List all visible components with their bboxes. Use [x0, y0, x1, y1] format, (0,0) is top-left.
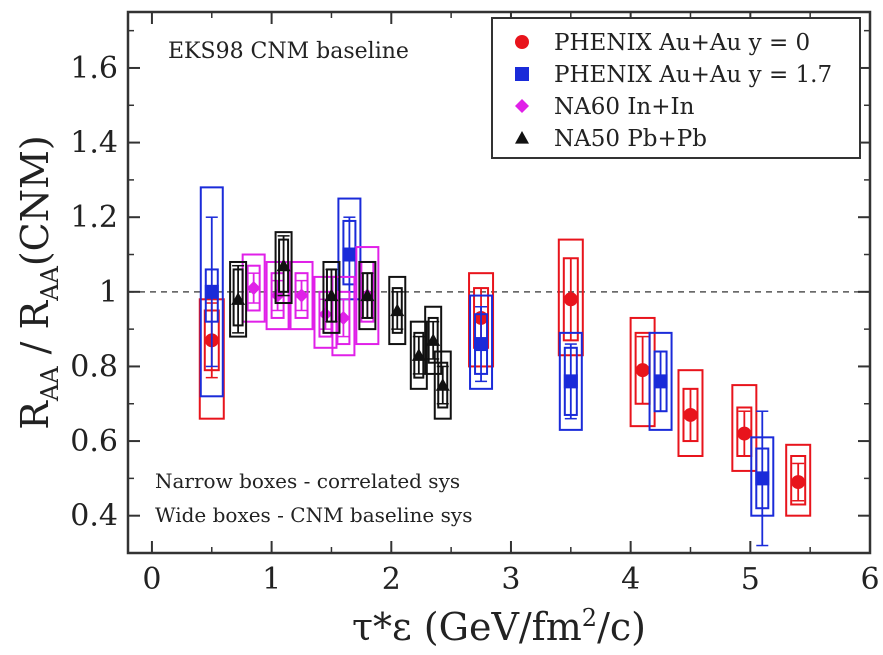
data-point — [390, 303, 405, 317]
data-point — [246, 281, 261, 296]
chart-annotation: EKS98 CNM baseline — [168, 39, 409, 64]
legend-marker — [515, 99, 529, 113]
note-wide-boxes: Wide boxes - CNM baseline sys — [155, 503, 472, 527]
correlated-box — [391, 287, 403, 334]
cnm-box — [331, 275, 356, 357]
cnm-box — [289, 260, 314, 331]
series-diamond — [241, 246, 380, 357]
correlated-box — [427, 316, 439, 364]
data-point — [276, 258, 291, 272]
data-point — [563, 292, 578, 307]
x-tick-label: 0 — [142, 562, 161, 597]
legend-label: NA50 Pb+Pb — [554, 126, 707, 152]
cnm-box — [785, 443, 812, 517]
data-point — [635, 363, 650, 378]
y-tick-label: 1.6 — [70, 51, 118, 86]
x-tick-label: 3 — [501, 562, 520, 597]
x-tick-label: 6 — [860, 562, 879, 597]
legend: PHENIX Au+Au y = 0 PHENIX Au+Au y = 1.7 NA… — [491, 17, 861, 159]
cnm-box — [358, 260, 377, 331]
y-axis-label: RAA / RAA(CNM) — [13, 135, 64, 429]
legend-marker — [515, 131, 529, 144]
cnm-box — [274, 231, 293, 305]
data-point — [294, 288, 309, 303]
plot-area: 0 1 2 3 4 5 6 0.4 0.6 0.8 1 1.2 1.4 1.6 — [70, 10, 880, 597]
data-point — [342, 247, 357, 262]
cnm-box — [355, 246, 380, 346]
y-tick-label: 0.8 — [70, 349, 118, 384]
data-point — [426, 333, 441, 346]
correlated-box — [437, 361, 449, 409]
data-marks — [198, 186, 812, 547]
legend-label: NA60 In+In — [554, 94, 695, 120]
cnm-box — [677, 369, 704, 457]
axis-ticks: 0 1 2 3 4 5 6 0.4 0.6 0.8 1 1.2 1.4 1.6 — [70, 12, 880, 597]
data-point — [435, 378, 450, 391]
data-point — [411, 348, 426, 361]
data-point — [683, 407, 698, 422]
cnm-box — [424, 305, 443, 375]
note-narrow-boxes: Narrow boxes - correlated sys — [155, 469, 460, 493]
cnm-box — [648, 331, 673, 431]
y-tick-label: 0.4 — [70, 499, 118, 534]
cnm-box — [731, 384, 758, 472]
legend-box — [491, 17, 861, 159]
cnm-box — [409, 320, 428, 390]
cnm-box — [388, 275, 407, 346]
data-point — [653, 374, 668, 389]
correlated-box — [413, 331, 425, 379]
correlated-box — [790, 454, 807, 506]
data-point — [360, 288, 375, 302]
y-tick-label: 1.4 — [70, 126, 118, 161]
data-point — [324, 288, 339, 302]
data-point — [204, 284, 219, 299]
cnm-box — [199, 186, 224, 398]
series-triangle — [229, 231, 452, 420]
plot-frame — [126, 10, 872, 555]
cnm-box — [469, 294, 494, 390]
cnm-box — [558, 331, 583, 431]
cnm-box — [433, 350, 452, 420]
y-tick-label: 1 — [99, 275, 118, 310]
data-point — [231, 292, 246, 305]
cnm-box — [322, 260, 341, 334]
data-point — [737, 426, 752, 441]
data-point — [318, 307, 333, 322]
x-tick-label: 5 — [741, 562, 760, 597]
cnm-box — [229, 260, 248, 338]
data-point — [563, 374, 578, 389]
legend-label: PHENIX Au+Au y = 1.7 — [554, 62, 832, 88]
x-tick-label: 2 — [382, 562, 401, 597]
data-point — [791, 475, 806, 490]
y-tick-label: 1.2 — [70, 200, 118, 235]
data-point — [474, 337, 489, 352]
x-tick-label: 1 — [262, 562, 281, 597]
legend-marker — [515, 67, 529, 81]
x-tick-label: 4 — [621, 562, 640, 597]
x-axis-label: τ*ε (GeV/fm2/c) — [352, 604, 646, 649]
legend-marker — [515, 35, 529, 49]
y-tick-label: 0.6 — [70, 424, 118, 459]
legend-label: PHENIX Au+Au y = 0 — [554, 30, 810, 56]
data-point — [755, 471, 770, 486]
